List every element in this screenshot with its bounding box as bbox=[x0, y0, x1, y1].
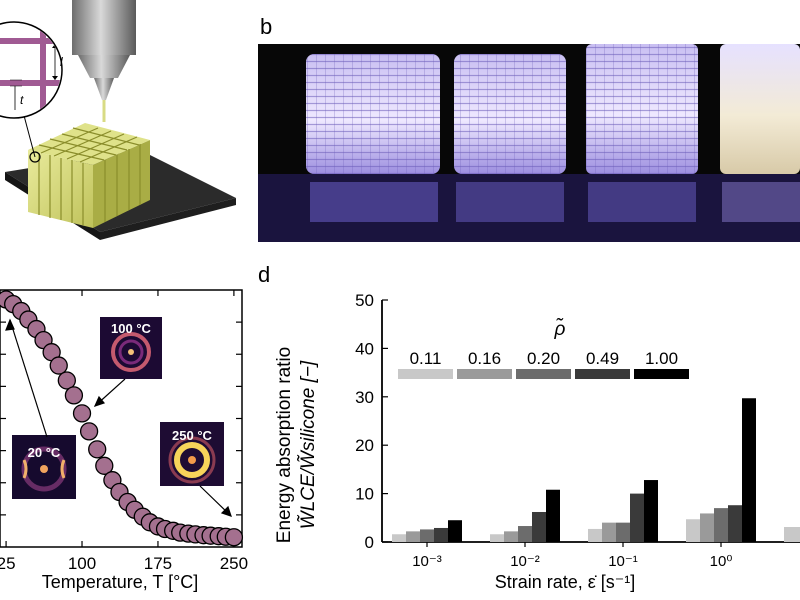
d-bar bbox=[714, 508, 728, 542]
d-y-tick-label: 30 bbox=[355, 388, 374, 407]
panel-c-chart: 25 100 175 250 20 °C 100 °C 250 °C Temperat… bbox=[0, 289, 248, 592]
c-data-point bbox=[95, 456, 114, 475]
c-x-tick-label: 175 bbox=[144, 554, 172, 573]
d-legend-swatch bbox=[634, 369, 689, 379]
d-x-tick-label: 10⁻³ bbox=[412, 553, 442, 570]
d-x-tick-label: 10⁰ bbox=[710, 553, 733, 570]
panel-d-y-label-line2: W̃LCE/W̃silicone [−] bbox=[297, 360, 319, 529]
c-data-point bbox=[88, 440, 107, 459]
d-bar bbox=[504, 531, 518, 542]
dim-l-label: l bbox=[60, 55, 63, 69]
d-bar bbox=[420, 529, 434, 542]
inset-100C: 100 °C bbox=[100, 317, 162, 379]
d-y-tick-label: 20 bbox=[355, 436, 374, 455]
inset-100C-label: 100 °C bbox=[111, 321, 152, 336]
d-x-tick-label: 10⁻¹ bbox=[608, 553, 638, 570]
nozzle bbox=[72, 0, 136, 55]
c-x-tick-label: 100 bbox=[68, 554, 96, 573]
panel-b-photo bbox=[258, 44, 800, 242]
lattice-sample-4 bbox=[720, 44, 800, 222]
d-legend-label: 0.20 bbox=[527, 349, 560, 368]
panel-d-letter: d bbox=[258, 262, 271, 287]
d-bar bbox=[728, 505, 742, 542]
d-bar bbox=[434, 527, 448, 542]
panel-b-letter: b bbox=[260, 14, 273, 39]
d-legend-label: 0.11 bbox=[410, 349, 442, 368]
c-data-point bbox=[224, 528, 244, 547]
panel-d-y-label-line1: Energy absorption ratio bbox=[274, 347, 295, 543]
d-bar bbox=[616, 522, 630, 542]
inset-250C-label: 250 °C bbox=[172, 428, 213, 443]
c-x-tick-label: 25 bbox=[0, 554, 16, 573]
d-legend-label: 1.00 bbox=[645, 349, 678, 368]
d-y-tick-label: 10 bbox=[355, 485, 374, 504]
d-bar bbox=[588, 528, 602, 542]
d-legend-swatch bbox=[398, 369, 453, 379]
d-bar bbox=[686, 519, 700, 542]
panel-d-x-axis-label: Strain rate, ε̇ [s⁻¹] bbox=[495, 572, 636, 592]
d-bar bbox=[448, 520, 462, 542]
d-bar bbox=[518, 526, 532, 542]
lattice-sample-3 bbox=[586, 44, 698, 222]
d-bar bbox=[532, 511, 546, 542]
c-data-point bbox=[72, 404, 92, 423]
d-legend-label: 0.16 bbox=[468, 349, 501, 368]
d-legend-swatch bbox=[457, 369, 512, 379]
d-x-tick-label: 10⁻² bbox=[510, 553, 540, 570]
d-bar bbox=[602, 522, 616, 542]
inset-20C-label: 20 °C bbox=[28, 445, 61, 460]
d-bar bbox=[700, 513, 714, 542]
d-legend-title: ρ̃ bbox=[554, 318, 566, 340]
c-data-point bbox=[57, 371, 76, 390]
d-bar bbox=[630, 493, 644, 542]
dim-t-label: t bbox=[20, 93, 24, 107]
d-legend-swatch bbox=[516, 369, 571, 379]
panel-c-x-axis-label: Temperature, T [°C] bbox=[42, 572, 199, 592]
panel-a-illustration: l t bbox=[0, 0, 236, 240]
inset-20C: 20 °C bbox=[12, 435, 76, 499]
c-data-point bbox=[79, 422, 99, 441]
d-y-tick-label: 0 bbox=[365, 533, 374, 552]
c-x-tick-label: 250 bbox=[220, 554, 248, 573]
d-bar bbox=[490, 534, 504, 542]
c-data-point bbox=[49, 356, 68, 375]
lattice-sample-2 bbox=[454, 54, 566, 222]
d-legend-swatch bbox=[575, 369, 630, 379]
d-bar bbox=[546, 489, 560, 542]
d-bar bbox=[784, 526, 800, 542]
inset-250C: 250 °C bbox=[160, 422, 224, 486]
d-legend-label: 0.49 bbox=[586, 349, 619, 368]
c-data-point bbox=[64, 386, 84, 405]
d-bar bbox=[406, 531, 420, 542]
lattice-sample-1 bbox=[306, 54, 440, 222]
d-bar bbox=[644, 480, 658, 542]
unit-cell-callout bbox=[0, 21, 63, 119]
d-bar bbox=[742, 398, 756, 542]
d-y-tick-label: 40 bbox=[355, 339, 374, 358]
d-y-tick-label: 50 bbox=[355, 291, 374, 310]
d-bar bbox=[392, 534, 406, 542]
panel-d-chart: 0 10 20 30 40 50 10⁻³ 10⁻² 10⁻¹ 10⁰ ρ̃ 0.11 0.16 0.2… bbox=[274, 291, 800, 592]
